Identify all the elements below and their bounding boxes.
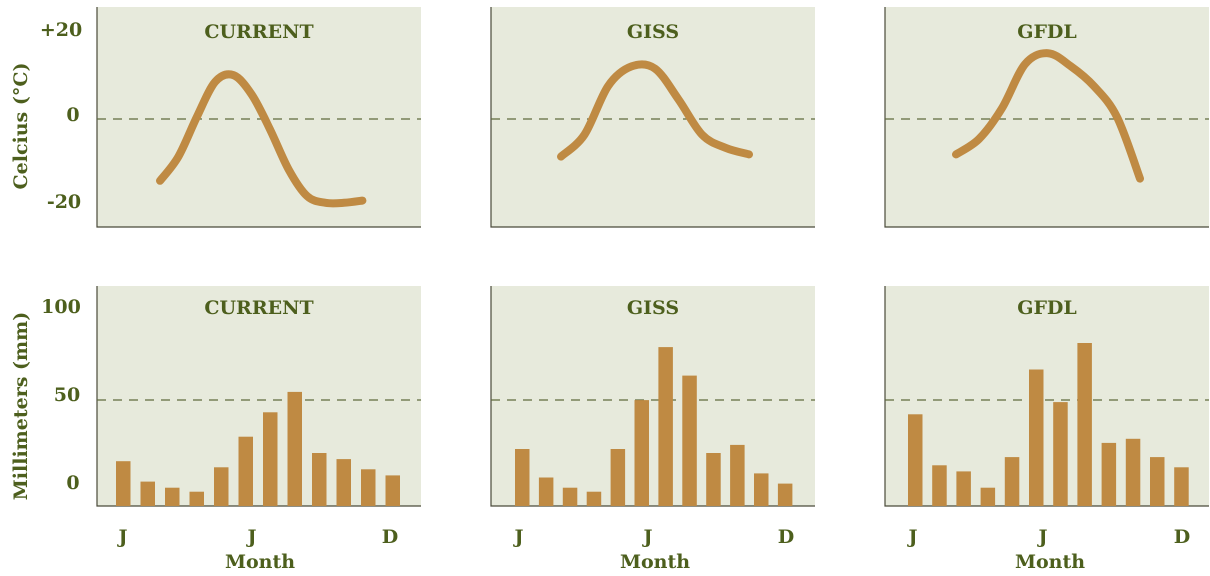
- precipitation-bar: [263, 412, 278, 506]
- temp-tick-label: 0: [66, 104, 79, 126]
- precipitation-bars: [116, 391, 400, 506]
- precipitation-bar: [140, 481, 155, 506]
- precipitation-bar: [538, 477, 554, 506]
- precipitation-bar: [1004, 457, 1020, 506]
- panel-axes: [96, 7, 421, 228]
- precipitation-bar: [980, 487, 996, 506]
- precipitation-bars: [515, 347, 793, 506]
- x-axis-title: Month: [1015, 551, 1085, 573]
- precipitation-bar: [1174, 467, 1189, 506]
- panel-background: [885, 7, 1209, 227]
- precipitation-bar: [1101, 442, 1117, 506]
- panel-background: [491, 7, 815, 227]
- precip-tick-label: 0: [66, 472, 79, 494]
- precipitation-bar: [908, 414, 923, 506]
- panel-title: GFDL: [1017, 297, 1077, 319]
- temp-tick-label: +20: [40, 19, 82, 41]
- precipitation-bar: [165, 487, 180, 506]
- precipitation-bar: [1077, 343, 1092, 506]
- precipitation-bar: [385, 475, 400, 506]
- precipitation-bar: [287, 391, 302, 506]
- precipitation-bar: [214, 467, 229, 506]
- temp-tick-label: -20: [47, 191, 81, 213]
- month-tick-label: D: [382, 526, 398, 548]
- precipitation-bar: [189, 491, 204, 506]
- panel-title: GFDL: [1017, 21, 1077, 43]
- precipitation-bar: [730, 444, 745, 506]
- precipitation-bar: [610, 449, 626, 506]
- month-tick-label: D: [778, 526, 794, 548]
- precipitation-bar: [312, 453, 327, 506]
- temperature-marks: [557, 60, 753, 161]
- temperature-series-line: [156, 70, 367, 208]
- month-tick-label: J: [117, 526, 128, 548]
- temperature-panel-giss: GISS: [490, 7, 815, 228]
- month-tick-label: J: [513, 526, 524, 548]
- month-tick-label: J: [642, 526, 653, 548]
- month-tick-label: D: [1174, 526, 1190, 548]
- precipitation-bar: [956, 471, 971, 506]
- month-tick-label: J: [246, 526, 257, 548]
- precipitation-bar: [515, 449, 530, 506]
- panel-title: CURRENT: [204, 297, 313, 319]
- panel-background: [97, 7, 421, 227]
- precipitation-bar: [1029, 369, 1044, 506]
- precipitation-panel-giss: GISS J J D Month: [490, 286, 815, 573]
- precipitation-bar: [932, 465, 947, 506]
- precipitation-panel-gfdl: GFDL J J D Month: [884, 286, 1209, 573]
- temperature-marks: [156, 70, 367, 208]
- precipitation-bars: [908, 343, 1189, 506]
- temperature-series-line: [557, 60, 753, 161]
- precipitation-bar: [361, 469, 376, 506]
- precipitation-bar: [1053, 402, 1068, 506]
- panel-title: GISS: [627, 21, 679, 43]
- month-tick-label: J: [907, 526, 918, 548]
- precip-tick-label: 100: [41, 296, 81, 318]
- precipitation-bar: [336, 459, 351, 506]
- panel-axes: [884, 7, 1209, 228]
- temperature-series-line: [952, 49, 1144, 183]
- panel-background: [491, 286, 815, 506]
- precipitation-bar: [658, 347, 673, 506]
- x-axis-title: Month: [620, 551, 690, 573]
- panel-axes: [884, 286, 1209, 507]
- precipitation-bar: [562, 487, 578, 506]
- temperature-panel-current: CURRENT: [96, 7, 421, 228]
- precipitation-bar: [682, 375, 697, 506]
- precipitation-bar: [706, 453, 721, 506]
- precipitation-bar: [1125, 438, 1141, 506]
- temp-axis-title: Celcius (°C): [10, 63, 32, 190]
- panel-title: CURRENT: [204, 21, 313, 43]
- panel-axes: [490, 7, 815, 228]
- precipitation-bar: [1150, 457, 1165, 506]
- x-axis-title: Month: [225, 551, 295, 573]
- precipitation-bar: [634, 400, 649, 506]
- precipitation-bar: [116, 461, 131, 506]
- precip-tick-label: 50: [54, 384, 80, 406]
- precipitation-bar: [754, 473, 769, 506]
- panel-title: GISS: [627, 297, 679, 319]
- precipitation-bar: [586, 491, 602, 506]
- temperature-marks: [952, 49, 1144, 183]
- precipitation-panel-current: CURRENT J J D Month: [96, 286, 421, 573]
- temperature-panel-gfdl: GFDL: [884, 7, 1209, 228]
- precipitation-bar: [777, 483, 793, 506]
- precip-axis-title: Millimeters (mm): [10, 312, 32, 500]
- precipitation-bar: [238, 436, 253, 506]
- month-tick-label: J: [1037, 526, 1048, 548]
